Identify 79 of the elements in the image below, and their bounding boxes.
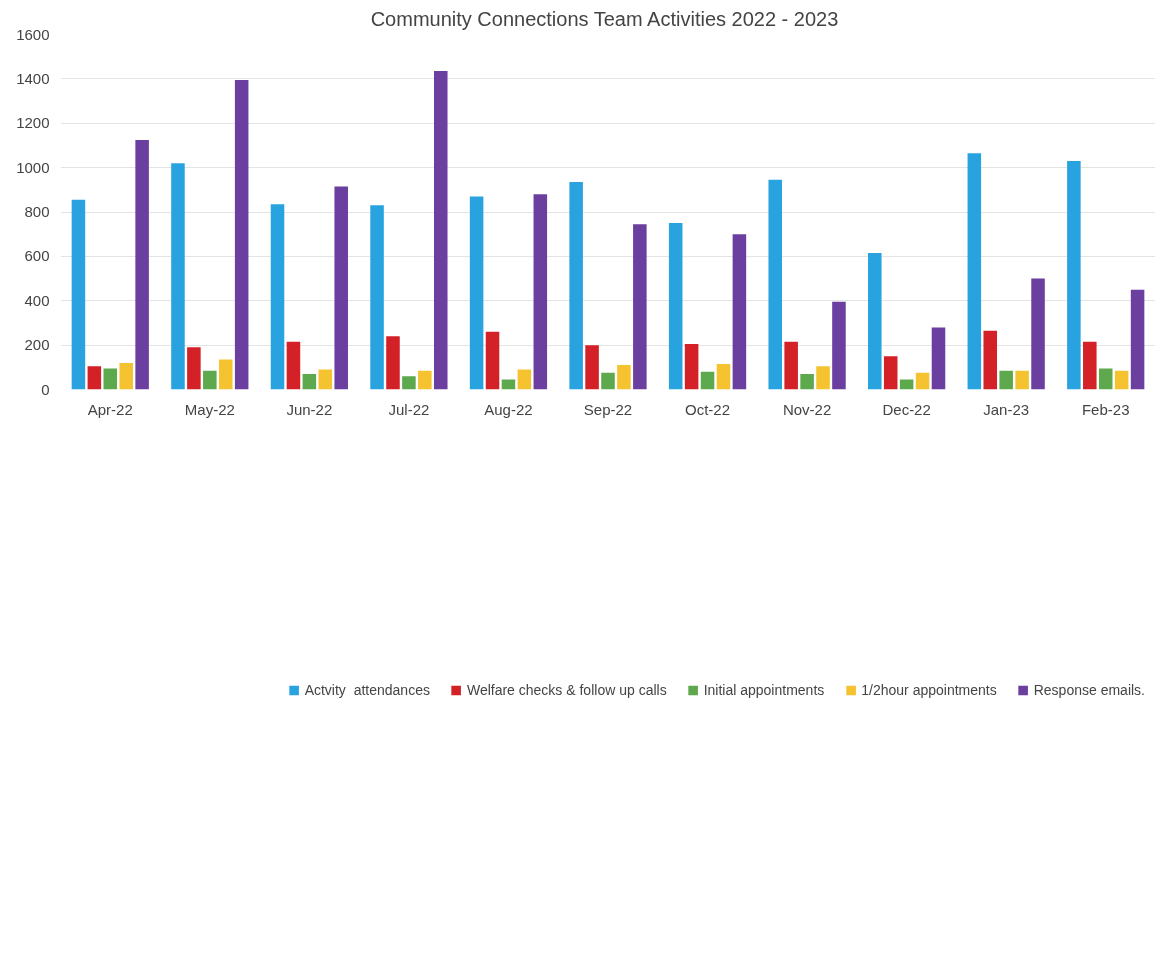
bar xyxy=(732,234,747,390)
bar xyxy=(569,182,583,390)
bar xyxy=(601,372,615,390)
x-tick-label: Dec-22 xyxy=(882,400,931,418)
bar xyxy=(87,366,102,390)
bar xyxy=(469,196,484,390)
y-tick-label: 600 xyxy=(24,247,50,265)
legend-label: 1/2hour appointments xyxy=(861,682,997,698)
bar xyxy=(234,79,249,390)
bar xyxy=(883,356,898,390)
bar xyxy=(684,344,699,390)
bar xyxy=(418,370,432,390)
bar xyxy=(1031,278,1045,390)
y-tick-label: 0 xyxy=(41,380,50,398)
bar xyxy=(768,179,783,390)
y-tick-label: 1400 xyxy=(16,69,50,87)
bar xyxy=(800,373,814,390)
bar xyxy=(119,362,133,390)
x-tick-label: Aug-22 xyxy=(484,400,533,418)
bar xyxy=(103,368,118,390)
y-tick-label: 1200 xyxy=(16,114,50,132)
x-tick-label: Jul-22 xyxy=(388,400,430,418)
bar xyxy=(302,373,317,390)
x-tick-label: Apr-22 xyxy=(87,400,133,418)
x-tick-label: Oct-22 xyxy=(685,400,731,418)
bar xyxy=(967,153,982,390)
y-tick-label: 400 xyxy=(24,291,50,309)
bar xyxy=(931,327,946,390)
bar xyxy=(171,163,185,390)
bar xyxy=(784,341,798,390)
bar xyxy=(1130,289,1145,390)
bar xyxy=(433,71,448,390)
bar xyxy=(370,205,384,390)
legend-label: Actvity attendances xyxy=(304,682,430,698)
bar xyxy=(668,223,683,390)
x-tick-label: Sep-22 xyxy=(583,400,633,418)
bar xyxy=(386,336,400,390)
bar xyxy=(1067,160,1081,390)
bar xyxy=(915,372,930,390)
x-tick-label: Feb-23 xyxy=(1081,400,1130,418)
bar xyxy=(983,330,998,390)
bar xyxy=(218,359,233,390)
bar xyxy=(1114,370,1129,390)
bar xyxy=(286,341,301,390)
bar xyxy=(999,370,1013,390)
x-tick-label: May-22 xyxy=(184,400,235,418)
bar xyxy=(318,369,333,390)
bar xyxy=(716,363,731,390)
bar xyxy=(135,139,149,390)
bar xyxy=(402,376,416,390)
bar xyxy=(485,331,500,390)
y-tick-label: 800 xyxy=(24,203,50,220)
bar xyxy=(617,365,631,390)
x-tick-label: Nov-22 xyxy=(782,400,832,418)
bar xyxy=(1015,370,1029,390)
y-tick-label: 1600 xyxy=(16,25,50,43)
bar xyxy=(1098,368,1113,390)
bar xyxy=(868,253,882,390)
x-tick-label: Jun-22 xyxy=(286,400,333,418)
bar xyxy=(517,369,532,390)
legend-label: Response emails. xyxy=(1033,682,1145,698)
bar xyxy=(816,366,830,390)
y-tick-label: 1000 xyxy=(16,158,50,176)
bar xyxy=(633,224,647,390)
bar xyxy=(1083,341,1097,390)
x-tick-label: Jan-23 xyxy=(983,400,1030,418)
bar xyxy=(700,371,715,390)
chart-title: Community Connections Team Activities 2022 - 2023 xyxy=(370,7,839,30)
bar xyxy=(533,194,548,390)
legend-label: Welfare checks & follow up calls xyxy=(466,682,667,698)
legend-label: Initial appointments xyxy=(703,682,825,698)
bar xyxy=(334,186,348,390)
bar xyxy=(585,345,599,390)
bar xyxy=(71,199,86,390)
y-tick-label: 200 xyxy=(24,336,50,354)
bar xyxy=(832,301,846,390)
bar xyxy=(270,204,285,390)
bar xyxy=(187,347,201,390)
bar xyxy=(203,370,217,390)
